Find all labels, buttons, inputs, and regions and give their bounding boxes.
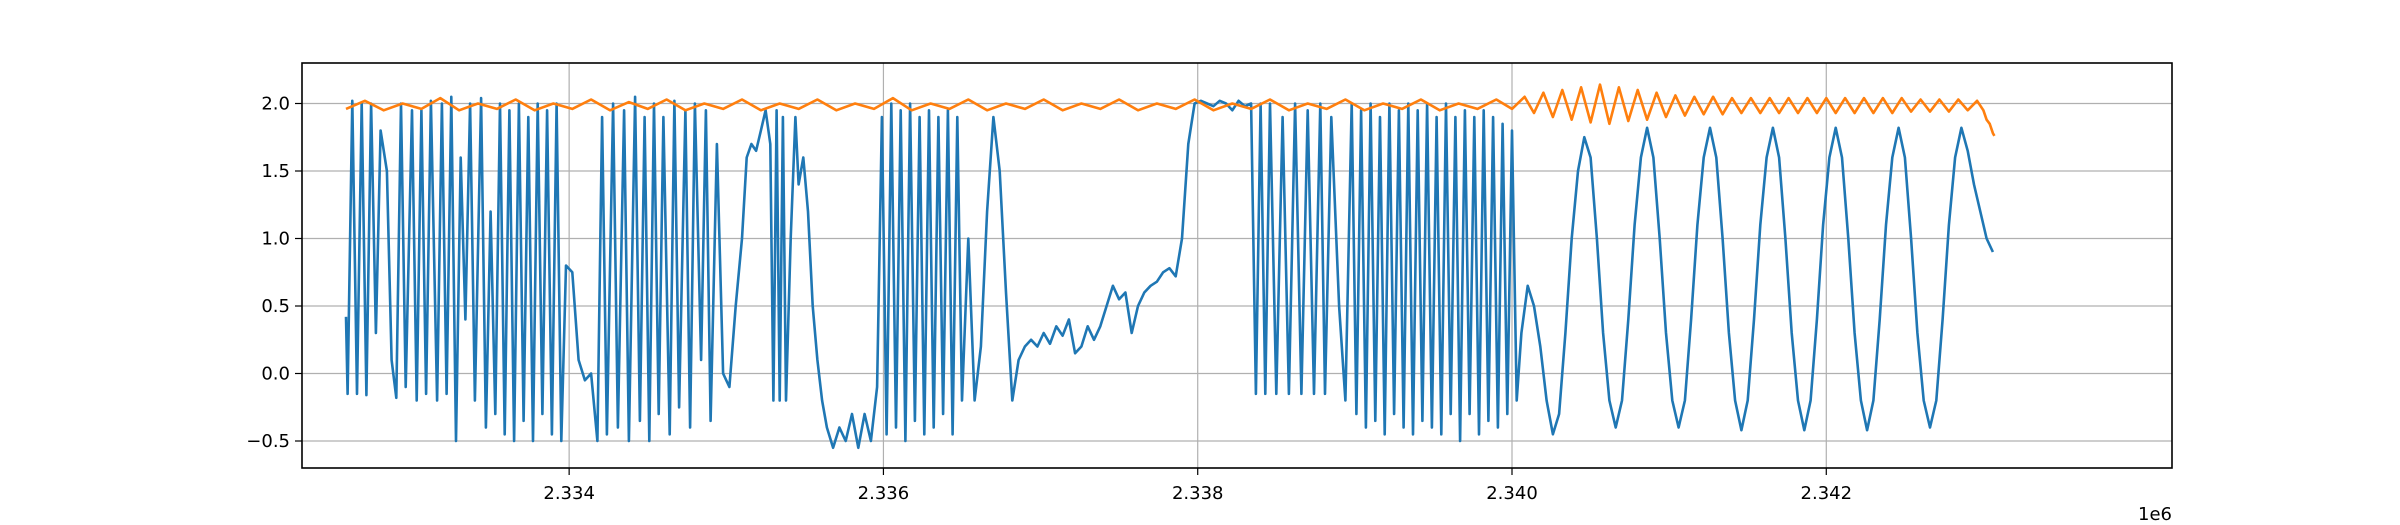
x-tick-label: 2.334 (543, 483, 595, 504)
axis-ticks: 2.334 2.336 2.338 2.340 2.342 −0.5 0.0 0.5 1.0 1.… (246, 94, 1852, 505)
y-tick-label: 1.5 (261, 161, 290, 182)
series-line-orange (345, 83, 1996, 137)
plot-series (344, 83, 1996, 450)
y-tick-label: 0.5 (261, 296, 290, 317)
y-tick-label: 1.0 (261, 229, 290, 250)
x-tick-label: 2.336 (858, 483, 910, 504)
axes-frame (301, 62, 2173, 469)
x-tick-label: 2.342 (1801, 483, 1853, 504)
y-tick-label: −0.5 (246, 431, 290, 452)
y-tick-label: 2.0 (261, 94, 290, 115)
x-tick-label: 2.340 (1486, 483, 1538, 504)
series-line-blue (344, 95, 1995, 450)
x-tick-label: 2.338 (1172, 483, 1224, 504)
x-offset-label: 1e6 (2138, 504, 2172, 525)
y-tick-label: 0.0 (261, 364, 290, 385)
